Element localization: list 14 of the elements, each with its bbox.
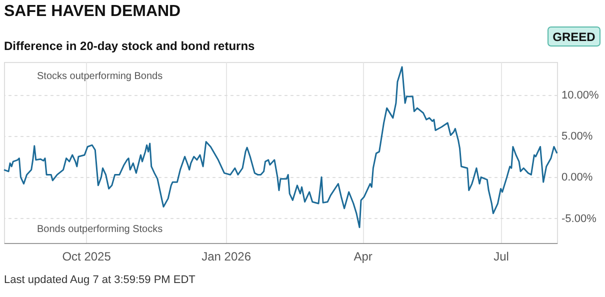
y-tick-label: 5.00% xyxy=(562,130,593,143)
x-tick-label: Oct 2025 xyxy=(62,250,112,264)
chart-title: SAFE HAVEN DEMAND xyxy=(4,3,181,20)
x-tick-label: Jul xyxy=(494,250,509,264)
annotation: Bonds outperforming Stocks xyxy=(37,224,163,235)
y-tick-label: 0.00% xyxy=(562,172,593,184)
annotation: Stocks outperforming Bonds xyxy=(37,71,163,82)
y-tick-label: -5.00% xyxy=(562,212,597,225)
x-tick-label: Jan 2026 xyxy=(202,250,252,264)
x-tick-label: Apr xyxy=(354,250,372,264)
text: Last updated Aug 7 at 3:59:59 PM EDT xyxy=(4,274,196,286)
text: GREED xyxy=(552,30,596,44)
chart-subtitle: Difference in 20-day stock and bond returns xyxy=(4,39,256,53)
y-tick-label: 10.00% xyxy=(562,89,600,102)
